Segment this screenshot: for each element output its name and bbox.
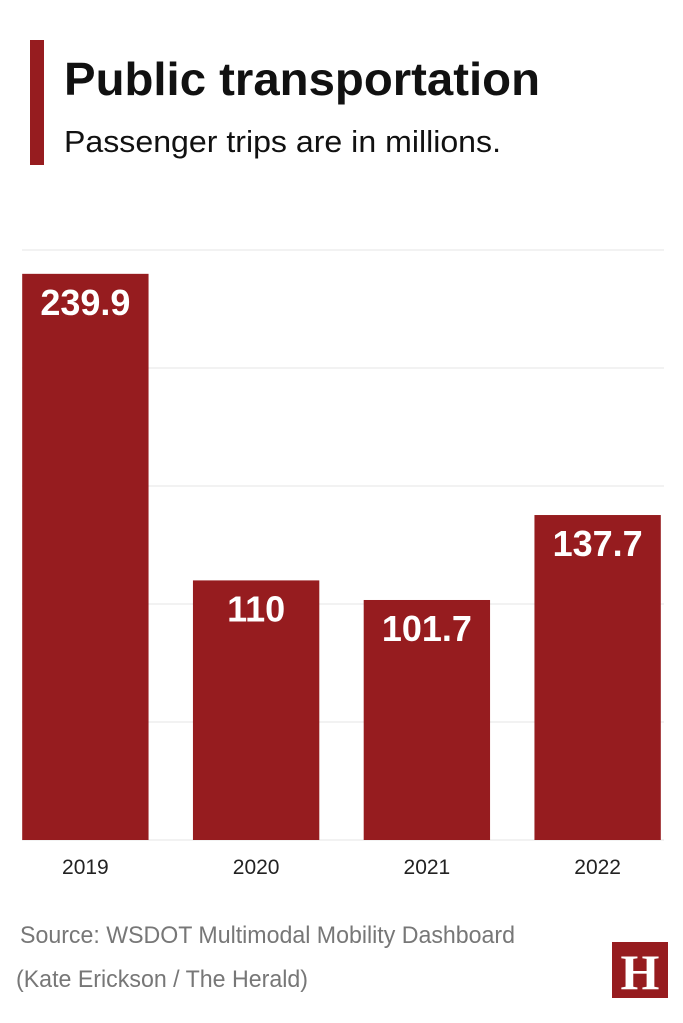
credit: (Kate Erickson / The Herald)	[16, 966, 308, 993]
x-tick-label: 2021	[404, 856, 451, 879]
value-label: 101.7	[382, 608, 472, 649]
value-label: 110	[227, 588, 285, 629]
bar	[192, 580, 320, 840]
title-accent	[30, 40, 44, 165]
bar	[534, 515, 661, 840]
x-tick-label: 2019	[62, 856, 109, 879]
chart-title: Public transportation	[64, 53, 540, 105]
value-label: 239.9	[40, 282, 130, 323]
logo: H	[621, 944, 660, 1000]
x-tick-label: 2020	[233, 856, 280, 879]
value-label: 137.7	[553, 523, 643, 564]
x-tick-label: 2022	[574, 856, 621, 879]
bar	[22, 273, 149, 840]
chart-subtitle: Passenger trips are in millions.	[64, 124, 501, 159]
bar	[363, 599, 491, 840]
logo-box	[612, 942, 668, 998]
source: Source: WSDOT Multimodal Mobility Dashbo…	[20, 922, 515, 949]
